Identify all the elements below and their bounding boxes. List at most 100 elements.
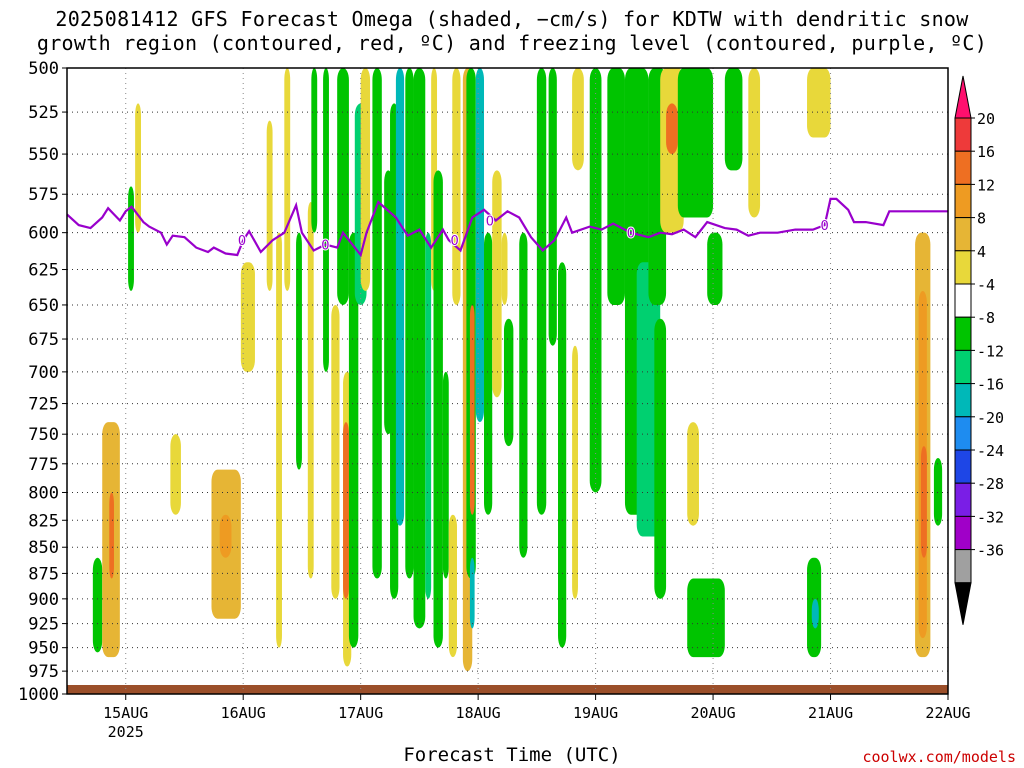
omega-shade-region xyxy=(666,103,678,155)
colorbar-segment xyxy=(954,217,972,252)
colorbar-tick-label: -32 xyxy=(977,508,1004,526)
y-tick-label: 500 xyxy=(28,59,59,79)
omega-shade-region xyxy=(219,514,232,558)
x-tick-label: 17AUG xyxy=(338,704,383,722)
y-tick-label: 875 xyxy=(28,564,59,584)
colorbar-tick-label: 12 xyxy=(977,176,995,194)
freezing-level-label: 0 xyxy=(486,215,494,230)
colorbar-tick-label: 20 xyxy=(977,110,995,128)
omega-shade-region xyxy=(519,232,528,558)
omega-shade-region xyxy=(348,232,359,648)
colorbar-segment xyxy=(954,515,972,551)
y-tick-label: 650 xyxy=(28,296,59,316)
omega-shade-region xyxy=(266,120,273,291)
omega-shade-region xyxy=(469,304,475,515)
plot-frame xyxy=(66,67,949,695)
omega-shade-region xyxy=(807,68,831,138)
omega-shade-region xyxy=(343,422,349,599)
x-tick-year-label: 2025 xyxy=(108,723,144,741)
y-tick-label: 1000 xyxy=(18,685,59,705)
omega-shade-region xyxy=(503,318,514,447)
credit-text: coolwx.com/models xyxy=(862,748,1016,766)
y-tick-label: 600 xyxy=(28,224,59,244)
omega-shade-region xyxy=(360,68,371,291)
omega-shade-region xyxy=(492,170,502,398)
plot-area: 0 0 0 0 0 0 500 525 550 575 600 625 650 675 700 725 750 7… xyxy=(18,59,1004,741)
colorbar-tick-label: 8 xyxy=(977,210,986,228)
y-tick-label: 800 xyxy=(28,483,59,503)
colorbar-segment xyxy=(954,150,972,185)
colorbar-segment xyxy=(954,183,972,219)
omega-shade-region xyxy=(536,68,547,515)
x-tick-label: 21AUG xyxy=(808,704,853,722)
colorbar-bottom-arrow xyxy=(954,582,972,625)
omega-shade-region xyxy=(572,345,578,599)
omega-shade-region xyxy=(442,371,449,579)
y-tick-label: 900 xyxy=(28,590,59,610)
colorbar-segment xyxy=(954,449,972,484)
colorbar-segment xyxy=(954,383,972,418)
omega-shade-region xyxy=(395,68,405,526)
x-tick-label: 20AUG xyxy=(690,704,735,722)
freezing-level-label: 0 xyxy=(821,219,829,234)
omega-shade-region xyxy=(92,557,103,653)
omega-shade-region xyxy=(484,232,493,515)
omega-shade-region xyxy=(469,557,475,629)
omega-shade-region xyxy=(331,304,340,599)
omega-shade-region xyxy=(677,68,714,218)
omega-shade-region xyxy=(276,232,282,648)
omega-shade-region xyxy=(607,68,625,305)
omega-shade-region xyxy=(311,68,318,233)
colorbar-tick-label: -4 xyxy=(977,276,995,294)
omega-shade-region xyxy=(452,68,461,305)
y-tick-label: 825 xyxy=(28,511,59,531)
omega-shade-region xyxy=(475,68,485,423)
colorbar-segment xyxy=(954,117,972,152)
colorbar-tick-label: -20 xyxy=(977,409,1004,427)
y-tick-label: 925 xyxy=(28,615,59,635)
colorbar-tick-label: -24 xyxy=(977,442,1004,460)
y-tick-label: 675 xyxy=(28,330,59,350)
omega-shade-region xyxy=(811,598,819,629)
colorbar-tick-label: 16 xyxy=(977,143,995,161)
y-tick-label: 550 xyxy=(28,145,59,165)
y-tick-label: 975 xyxy=(28,662,59,682)
colorbar-segment xyxy=(954,283,972,318)
chart-title-line-1: 2025081412 GFS Forecast Omega (shaded, −… xyxy=(55,7,969,31)
omega-shade-region xyxy=(284,68,291,291)
omega-shade-region xyxy=(128,186,134,291)
omega-shade-region xyxy=(413,68,426,629)
x-tick-label: 15AUG xyxy=(103,704,148,722)
colorbar-tick-label: -12 xyxy=(977,342,1004,360)
colorbar-tick-label: -16 xyxy=(977,376,1004,394)
omega-shade-region xyxy=(687,422,699,526)
colorbar-segment xyxy=(954,250,972,285)
omega-shade-region xyxy=(135,103,142,233)
y-tick-label: 625 xyxy=(28,261,59,281)
x-tick-label: 22AUG xyxy=(925,704,970,722)
colorbar-tick-label: -36 xyxy=(977,542,1004,560)
y-tick-label: 525 xyxy=(28,103,59,123)
omega-shade-region xyxy=(296,232,302,470)
colorbar-segment xyxy=(954,349,972,385)
omega-shade-region xyxy=(501,232,508,305)
omega-shade-region xyxy=(170,434,181,515)
omega-shade-region xyxy=(405,68,414,579)
colorbar-segment xyxy=(954,482,972,517)
colorbar-segment xyxy=(954,316,972,351)
x-tick-label: 16AUG xyxy=(221,704,266,722)
omega-shade-region xyxy=(425,232,432,599)
omega-shade-region xyxy=(707,232,723,305)
colorbar-segment xyxy=(954,416,972,451)
omega-shade-region xyxy=(933,457,943,526)
omega-shade-region xyxy=(307,202,314,579)
y-tick-label: 700 xyxy=(28,363,59,383)
colorbar-segment xyxy=(954,549,972,584)
chart-title-line-2: growth region (contoured, red, ºC) and f… xyxy=(36,31,988,55)
omega-shade-region xyxy=(323,68,329,372)
x-tick-label: 18AUG xyxy=(456,704,501,722)
omega-shade-region xyxy=(548,68,557,346)
omega-shade-region xyxy=(724,68,743,171)
omega-shade-region xyxy=(748,68,761,218)
